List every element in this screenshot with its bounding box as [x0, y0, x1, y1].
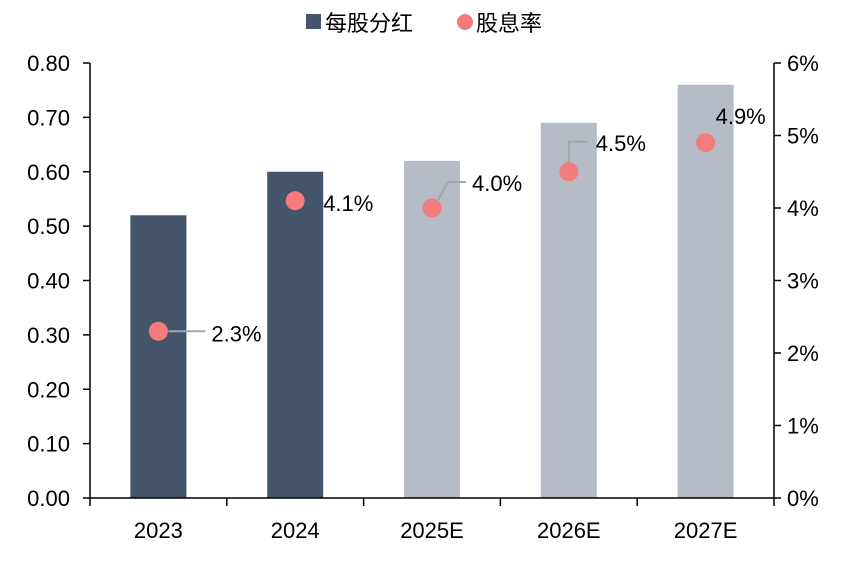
- y-left-tick-label: 0.80: [27, 51, 70, 76]
- axes-layer: 0.00 0.10 0.20 0.30 0.40 0.50 0.60 0.70 0.80 0% 1%…: [27, 51, 819, 543]
- leader-line: [567, 140, 588, 165]
- y-left-tick-label: 0.70: [27, 105, 70, 130]
- data-label: 4.9%: [716, 104, 766, 129]
- data-label: 4.5%: [596, 131, 646, 156]
- x-tick-label: 2024: [271, 518, 320, 543]
- y-left-tick-label: 0.00: [27, 486, 70, 511]
- y-left-tick-label: 0.10: [27, 432, 70, 457]
- point-2026E: [559, 162, 579, 182]
- y-right-tick-label: 0%: [787, 486, 819, 511]
- x-tick-label: 2025E: [400, 518, 464, 543]
- bar-2026E: [540, 122, 597, 498]
- bars-layer: [130, 84, 734, 498]
- data-label: 2.3%: [211, 321, 261, 346]
- y-left-tick-label: 0.30: [27, 323, 70, 348]
- data-label: 4.1%: [323, 191, 373, 216]
- y-left-tick-label: 0.60: [27, 160, 70, 185]
- y-left-tick-label: 0.40: [27, 269, 70, 294]
- y-right-tick-label: 6%: [787, 51, 819, 76]
- y-right-tick-label: 1%: [787, 414, 819, 439]
- x-tick-label: 2023: [134, 518, 183, 543]
- y-right-tick-label: 3%: [787, 269, 819, 294]
- legend-swatch-bar: [306, 14, 321, 29]
- point-2027E: [696, 133, 716, 153]
- x-tick-label: 2026E: [537, 518, 601, 543]
- legend: 每股分红 股息率: [306, 11, 542, 36]
- leader-line: [437, 181, 466, 201]
- y-right-tick-label: 5%: [787, 124, 819, 149]
- data-label: 4.0%: [472, 171, 522, 196]
- points-layer: 2.3% 4.1% 4.0% 4.5% 4.9%: [148, 104, 766, 346]
- x-tick-label: 2027E: [674, 518, 738, 543]
- legend-label: 股息率: [476, 11, 542, 36]
- bar-2024: [267, 171, 324, 498]
- y-left-tick-label: 0.20: [27, 377, 70, 402]
- y-right-tick-label: 4%: [787, 196, 819, 221]
- point-2024: [285, 191, 305, 211]
- bar-2023: [130, 215, 187, 498]
- point-2025E: [422, 198, 442, 218]
- point-2023: [148, 321, 168, 341]
- y-right-tick-label: 2%: [787, 341, 819, 366]
- bar-2027E: [677, 84, 734, 498]
- legend-swatch-point: [457, 14, 473, 30]
- legend-label: 每股分红: [325, 11, 413, 36]
- y-left-tick-label: 0.50: [27, 214, 70, 239]
